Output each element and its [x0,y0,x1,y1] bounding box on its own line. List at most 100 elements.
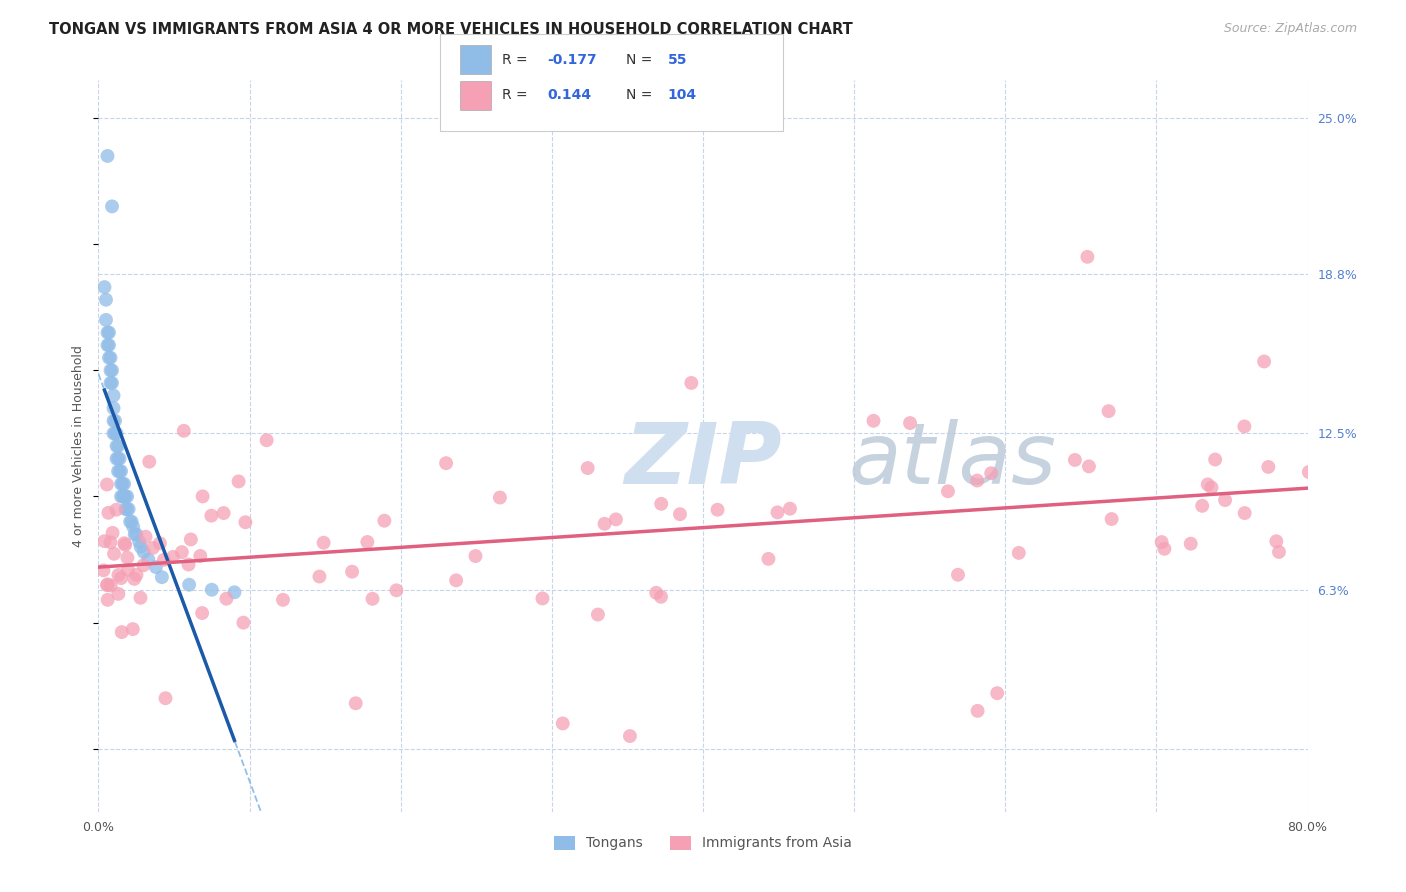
Point [224,585,246,599]
Point [308,569,330,583]
Point [1233,506,1256,520]
Point [170,545,193,559]
Point [862,414,884,428]
Point [104,414,127,428]
Point [489,491,512,505]
Point [97,592,120,607]
Point [150,570,173,584]
Point [946,567,969,582]
Point [232,615,254,630]
Point [593,516,616,531]
Point [980,467,1002,481]
Point [110,571,132,585]
Point [107,451,129,466]
Point [96,578,118,592]
Point [1153,541,1175,556]
Point [103,426,125,441]
Point [96,149,118,163]
Point [361,591,384,606]
Text: R =: R = [502,88,531,103]
Point [121,622,143,636]
Text: 55: 55 [668,53,688,67]
Point [107,464,129,478]
Legend: Tongans, Immigrants from Asia: Tongans, Immigrants from Asia [548,830,858,856]
Point [344,696,367,710]
Text: TONGAN VS IMMIGRANTS FROM ASIA 4 OR MORE VEHICLES IN HOUSEHOLD CORRELATION CHART: TONGAN VS IMMIGRANTS FROM ASIA 4 OR MORE… [49,22,853,37]
Point [619,729,641,743]
Point [177,558,200,572]
Point [1201,481,1223,495]
Point [100,376,122,390]
Point [108,451,131,466]
Point [105,502,128,516]
Point [108,464,131,478]
Point [134,530,156,544]
Point [145,560,167,574]
Point [966,704,988,718]
Point [706,502,728,516]
Point [132,545,155,559]
Point [766,505,789,519]
Point [97,506,120,520]
Point [93,280,115,294]
Point [101,199,124,213]
Y-axis label: 4 or more Vehicles in Household: 4 or more Vehicles in Household [72,345,86,547]
Point [1180,537,1202,551]
Point [125,527,148,541]
Point [107,587,129,601]
Point [117,563,139,577]
Point [98,326,121,340]
Point [444,574,467,588]
Point [98,351,121,365]
Point [200,508,222,523]
Point [188,549,211,563]
Point [650,497,672,511]
Point [129,540,152,554]
Point [1253,354,1275,368]
Point [256,434,278,448]
Point [103,547,125,561]
Point [464,549,486,563]
Point [779,501,801,516]
Point [110,476,132,491]
Point [111,625,134,640]
Point [1008,546,1031,560]
Point [1265,534,1288,549]
Point [551,716,574,731]
Point [1257,459,1279,474]
Point [1101,512,1123,526]
Point [93,563,115,577]
Point [115,490,138,504]
Point [128,534,150,549]
Point [215,591,238,606]
Point [179,578,201,592]
Text: -0.177: -0.177 [547,53,596,67]
Point [129,591,152,605]
Point [114,490,136,504]
Point [1150,535,1173,549]
Point [669,507,692,521]
Point [385,583,408,598]
Point [758,552,780,566]
Point [104,426,127,441]
Point [120,515,142,529]
Point [125,567,148,582]
Point [235,515,257,529]
Point [94,293,117,307]
Point [201,582,224,597]
Point [94,313,117,327]
Point [986,686,1008,700]
Point [110,464,132,478]
Point [153,553,176,567]
Point [155,691,177,706]
Point [1197,477,1219,491]
Point [1213,493,1236,508]
Point [1191,499,1213,513]
Text: Source: ZipAtlas.com: Source: ZipAtlas.com [1223,22,1357,36]
Point [100,363,122,377]
Point [1298,465,1320,479]
Point [1076,250,1098,264]
Point [118,502,141,516]
Point [1233,419,1256,434]
Point [1064,453,1087,467]
